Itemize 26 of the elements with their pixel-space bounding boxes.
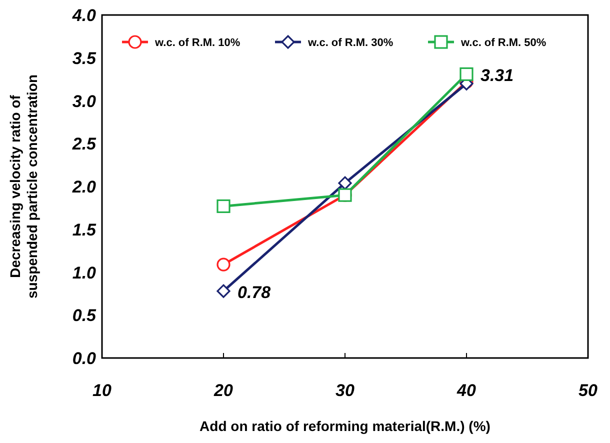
point (460, 67, 474, 81)
x-axis-title: Add on ratio of reforming material(R.M.) (%) (200, 418, 490, 434)
point (338, 176, 352, 190)
legend-label: w.c. of R.M. 10% (154, 37, 240, 49)
y-tick-label: 1.0 (72, 263, 97, 282)
y-tick-label: 2.0 (71, 178, 97, 196)
annotation: 3.31 (480, 66, 514, 86)
y-tick-label: 3.5 (72, 48, 97, 68)
annotation: 0.78 (238, 283, 272, 302)
point (216, 258, 230, 272)
point (216, 284, 230, 298)
x-tick-label: 20 (213, 381, 234, 400)
point (216, 199, 230, 214)
y-tick-label: 4.0 (71, 6, 97, 25)
legend-label: w.c. of R.M. 30% (307, 37, 394, 49)
y-tick-label: 1.5 (72, 220, 97, 240)
y-tick-label: 0.5 (72, 306, 97, 326)
y-axis-title: Decreasing velocity ratio of suspended particle concentration (7, 74, 40, 299)
y-tick-label: 2.5 (71, 134, 97, 154)
y-tick-label: 0.0 (72, 349, 97, 368)
x-tick-label: 10 (92, 381, 112, 400)
x-tick-label: 50 (578, 381, 598, 400)
y-tick-label: 3.0 (72, 92, 97, 111)
x-tick-label: 30 (336, 381, 355, 400)
x-tick-label: 40 (456, 381, 476, 400)
legend-label: w.c. of R.M. 50% (460, 37, 546, 49)
